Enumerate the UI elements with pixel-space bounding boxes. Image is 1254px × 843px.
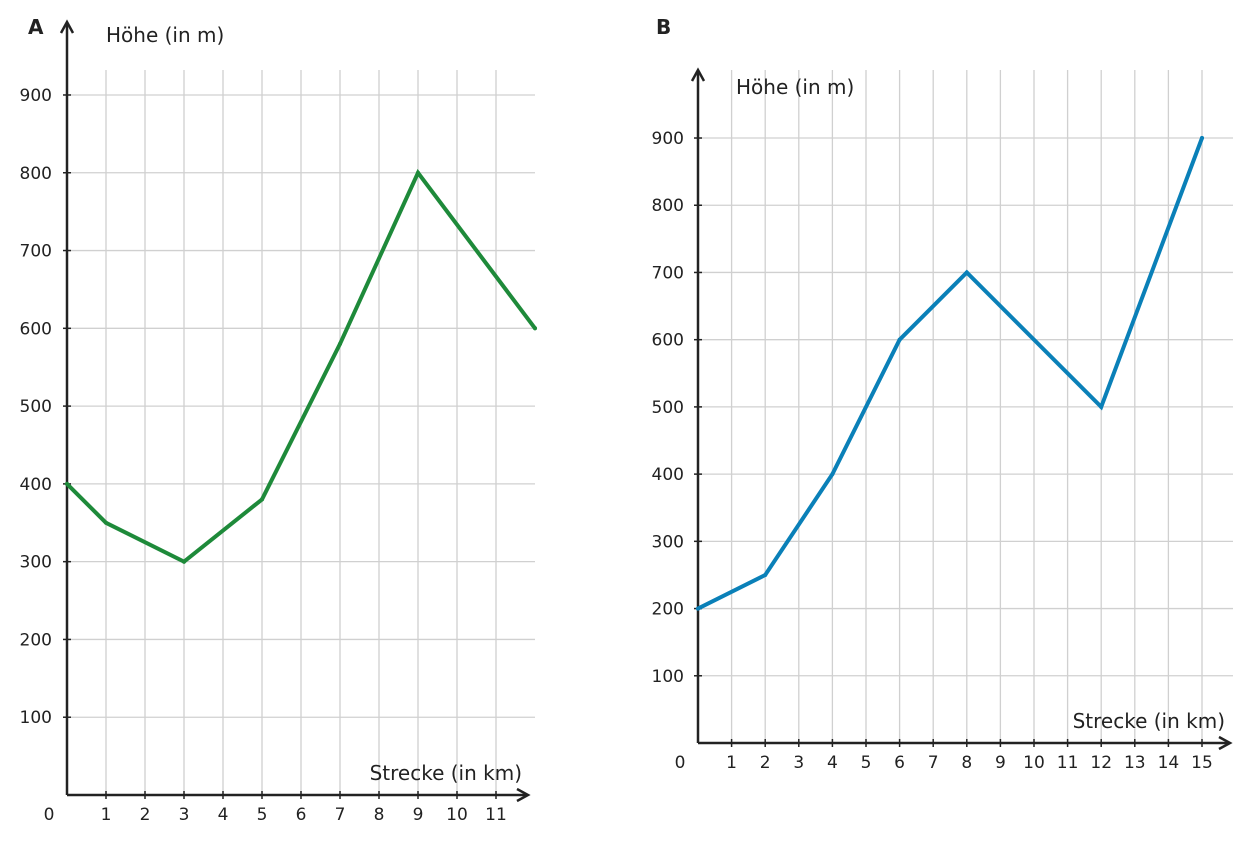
origin-label: 0 [675,753,686,773]
x-axis-arrow [516,787,531,803]
x-tick-label: 11 [1057,753,1079,773]
y-axis-arrow [690,67,706,82]
y-tick-label: 900 [652,129,684,149]
data-point [696,606,700,611]
origin-label: 0 [44,805,55,825]
data-point [830,472,835,477]
x-tick-label: 3 [179,805,190,825]
data-point [533,326,537,331]
chart-panel-a: 1 2 3 4 5 6 7 8 9 10 11 100 200 300 400 500 600 700 800 900… [20,15,537,825]
y-tick-label: 500 [652,398,684,418]
data-point [65,481,69,486]
y-tick-label: 100 [652,667,684,687]
data-point [1099,404,1104,409]
y-tick-label: 400 [20,475,52,495]
y-tick-label: 700 [652,263,684,283]
y-tick-label: 600 [20,319,52,339]
y-tick-label: 300 [652,532,684,552]
y-axis-title: Höhe (in m) [106,23,224,47]
x-tick-label: 11 [485,805,507,825]
x-tick-label: 7 [335,805,346,825]
y-axis-arrow [59,19,75,34]
y-tick-label: 700 [20,242,52,262]
x-tick-label: 4 [827,753,838,773]
y-tick-label: 100 [20,708,52,728]
y-tick-label: 500 [20,397,52,417]
y-tick-label: 900 [20,86,52,106]
series-line [696,136,1204,611]
y-tick-label: 300 [20,553,52,573]
x-tick-label: 12 [1090,753,1112,773]
x-tick-label: 14 [1158,753,1180,773]
x-tick-label: 6 [894,753,905,773]
x-axis-title: Strecke (in km) [1073,709,1225,733]
x-tick-label: 3 [793,753,804,773]
x-tick-label: 9 [413,805,424,825]
data-point [1200,136,1204,140]
x-tick-label: 7 [928,753,939,773]
data-point [897,337,902,342]
y-tick-label: 600 [652,331,684,351]
y-tick-label: 800 [652,196,684,216]
x-tick-label: 1 [101,805,112,825]
data-point [260,497,264,502]
y-axis-title: Höhe (in m) [736,75,854,99]
y-tick-label: 400 [652,465,684,485]
x-axis-arrow [1218,735,1233,751]
x-tick-label: 1 [726,753,737,773]
x-tick-label: 5 [861,753,872,773]
x-tick-label: 8 [374,805,385,825]
x-tick-label: 10 [446,805,468,825]
x-tick-label: 2 [140,805,151,825]
data-point [182,559,186,564]
data-point [416,170,420,175]
x-tick-label: 10 [1023,753,1045,773]
y-tick-label: 200 [20,630,52,650]
data-point [964,270,969,275]
x-axis-title: Strecke (in km) [370,761,522,785]
x-tick-label: 6 [296,805,307,825]
data-point [104,520,108,525]
data-point [338,341,342,346]
x-tick-label: 4 [218,805,229,825]
x-tick-label: 8 [961,753,972,773]
x-tick-label: 13 [1124,753,1146,773]
y-tick-label: 200 [652,600,684,620]
x-tick-label: 2 [760,753,771,773]
data-point [763,573,768,577]
panel-label: B [656,15,671,39]
chart-panel-b: 1 2 3 4 5 6 7 8 9 10 11 12 13 14 151002003004005006007… [652,15,1233,773]
x-tick-label: 5 [257,805,268,825]
y-tick-label: 800 [20,164,52,184]
panel-label: A [28,15,44,39]
x-tick-label: 15 [1191,753,1213,773]
x-tick-label: 9 [995,753,1006,773]
